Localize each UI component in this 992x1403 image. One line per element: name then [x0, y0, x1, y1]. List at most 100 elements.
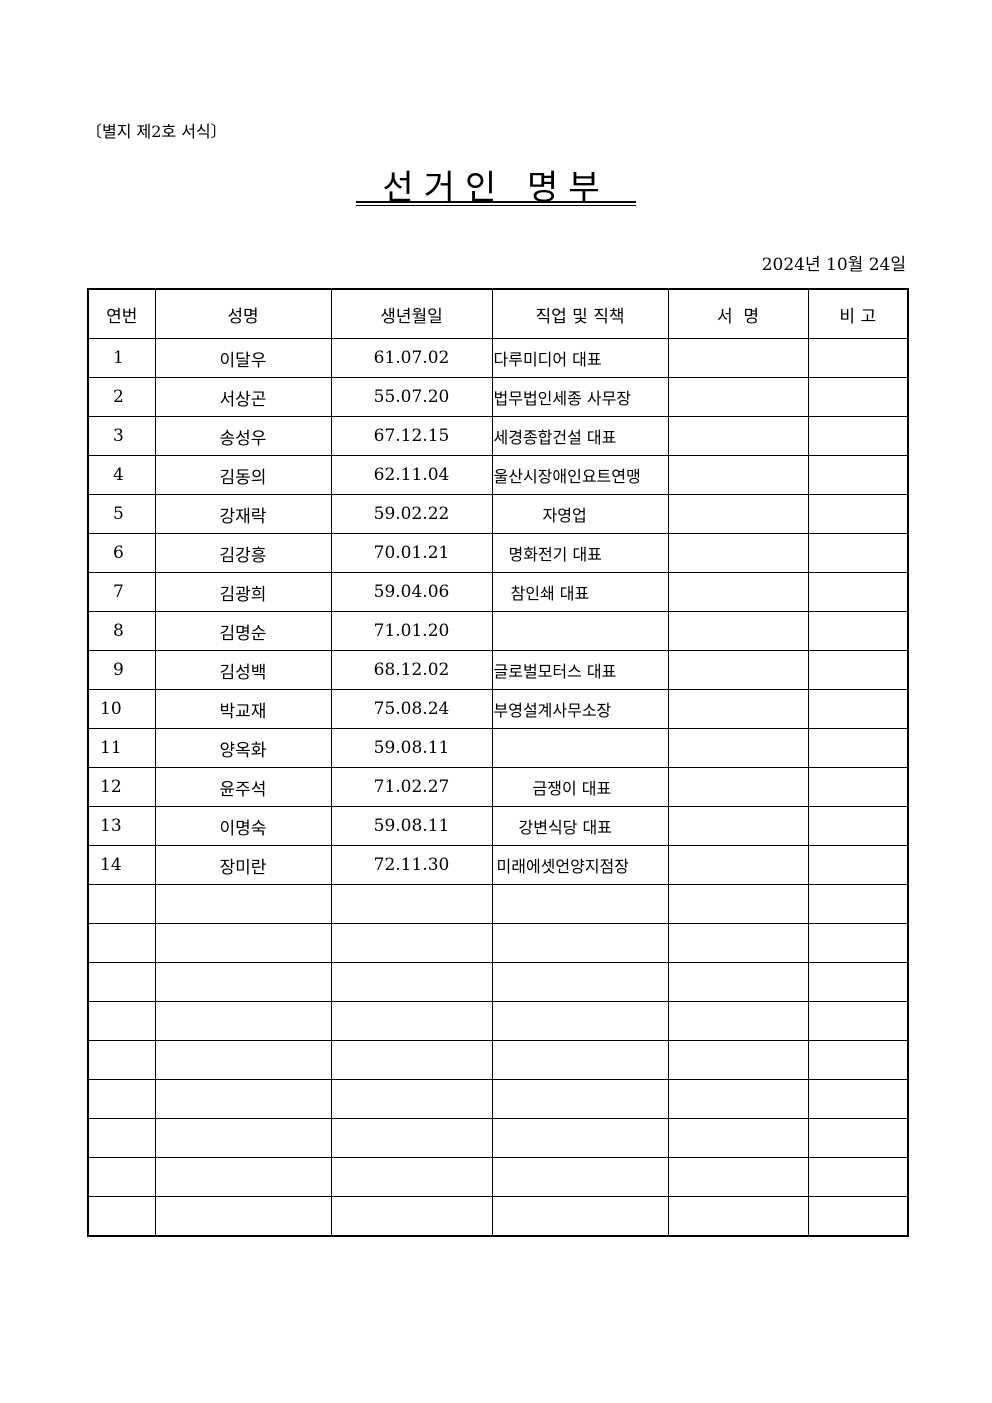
table-row: [87, 884, 909, 924]
no-cell: 4: [87, 455, 156, 495]
table-row: 1 이달우 61.07.02 다루미디어 대표: [87, 338, 909, 378]
name-cell: [154, 1196, 332, 1237]
no-cell: [87, 1118, 156, 1158]
job-cell: [491, 1079, 669, 1119]
signature-cell[interactable]: [667, 1118, 809, 1158]
name-cell: 윤주석: [154, 767, 332, 807]
signature-cell[interactable]: [667, 884, 809, 924]
birth-cell: 71.01.20: [330, 611, 493, 651]
birth-cell: [330, 1040, 493, 1080]
remarks-cell: [807, 1040, 909, 1080]
birth-cell: 59.08.11: [330, 728, 493, 768]
signature-cell[interactable]: [667, 1196, 809, 1237]
birth-cell: 55.07.20: [330, 377, 493, 417]
birth-cell: 61.07.02: [330, 338, 493, 378]
job-cell: [491, 1196, 669, 1237]
signature-cell[interactable]: [667, 767, 809, 807]
signature-cell[interactable]: [667, 1040, 809, 1080]
name-cell: 송성우: [154, 416, 332, 456]
no-cell: 6: [87, 533, 156, 573]
job-cell: [491, 1118, 669, 1158]
remarks-cell: [807, 494, 909, 534]
form-label: 〔별지 제2호 서식〕: [86, 122, 227, 141]
signature-cell[interactable]: [667, 338, 809, 378]
no-cell: [87, 1157, 156, 1197]
no-cell: 13: [87, 806, 156, 846]
name-cell: [154, 1001, 332, 1041]
job-cell: [491, 1040, 669, 1080]
header-signature: 서 명: [667, 288, 809, 339]
name-cell: [154, 923, 332, 963]
birth-cell: [330, 884, 493, 924]
table-row: 5 강재락 59.02.22 자영업: [87, 494, 909, 534]
remarks-cell: [807, 806, 909, 846]
name-cell: 김강흥: [154, 533, 332, 573]
signature-cell[interactable]: [667, 416, 809, 456]
job-cell: [491, 923, 669, 963]
birth-cell: [330, 1157, 493, 1197]
signature-cell[interactable]: [667, 1157, 809, 1197]
table-row: 10 박교재 75.08.24 부영설계사무소장: [87, 689, 909, 729]
name-cell: 김동의: [154, 455, 332, 495]
no-cell: 1: [87, 338, 156, 378]
remarks-cell: [807, 650, 909, 690]
remarks-cell: [807, 611, 909, 651]
signature-cell[interactable]: [667, 923, 809, 963]
birth-cell: [330, 1001, 493, 1041]
no-cell: [87, 884, 156, 924]
signature-cell[interactable]: [667, 806, 809, 846]
birth-cell: 75.08.24: [330, 689, 493, 729]
signature-cell[interactable]: [667, 728, 809, 768]
signature-cell[interactable]: [667, 1001, 809, 1041]
remarks-cell: [807, 1118, 909, 1158]
signature-cell[interactable]: [667, 494, 809, 534]
birth-cell: 68.12.02: [330, 650, 493, 690]
remarks-cell: [807, 767, 909, 807]
table-row: [87, 923, 909, 963]
job-cell: 세경종합건설 대표: [491, 416, 669, 456]
table-row: [87, 1040, 909, 1080]
no-cell: [87, 1079, 156, 1119]
signature-cell[interactable]: [667, 611, 809, 651]
name-cell: 장미란: [154, 845, 332, 885]
table-row: 7 김광희 59.04.06 참인쇄 대표: [87, 572, 909, 612]
no-cell: 11: [87, 728, 156, 768]
signature-cell[interactable]: [667, 533, 809, 573]
remarks-cell: [807, 923, 909, 963]
no-cell: 9: [87, 650, 156, 690]
birth-cell: 71.02.27: [330, 767, 493, 807]
table-header-row: 연번 성명 생년월일 직업 및 직책 서 명 비 고: [87, 288, 909, 339]
remarks-cell: [807, 884, 909, 924]
no-cell: 8: [87, 611, 156, 651]
job-cell: [491, 611, 669, 651]
name-cell: 김광희: [154, 572, 332, 612]
signature-cell[interactable]: [667, 962, 809, 1002]
name-cell: 서상곤: [154, 377, 332, 417]
name-cell: 양옥화: [154, 728, 332, 768]
birth-cell: 59.04.06: [330, 572, 493, 612]
name-cell: 김명순: [154, 611, 332, 651]
table-row: [87, 1157, 909, 1197]
no-cell: [87, 1040, 156, 1080]
job-cell: [491, 728, 669, 768]
job-cell: 다루미디어 대표: [491, 338, 669, 378]
name-cell: [154, 1040, 332, 1080]
signature-cell[interactable]: [667, 845, 809, 885]
signature-cell[interactable]: [667, 377, 809, 417]
table-row: [87, 1001, 909, 1041]
remarks-cell: [807, 1001, 909, 1041]
signature-cell[interactable]: [667, 455, 809, 495]
name-cell: 이명숙: [154, 806, 332, 846]
job-cell: 명화전기 대표: [491, 533, 669, 573]
job-cell: 글로벌모터스 대표: [491, 650, 669, 690]
signature-cell[interactable]: [667, 650, 809, 690]
job-cell: [491, 1157, 669, 1197]
remarks-cell: [807, 572, 909, 612]
table-row: [87, 1118, 909, 1158]
signature-cell[interactable]: [667, 572, 809, 612]
table-row: 9 김성백 68.12.02 글로벌모터스 대표: [87, 650, 909, 690]
signature-cell[interactable]: [667, 1079, 809, 1119]
header-birth: 생년월일: [330, 288, 493, 339]
table-row: 2 서상곤 55.07.20 법무법인세종 사무장: [87, 377, 909, 417]
signature-cell[interactable]: [667, 689, 809, 729]
